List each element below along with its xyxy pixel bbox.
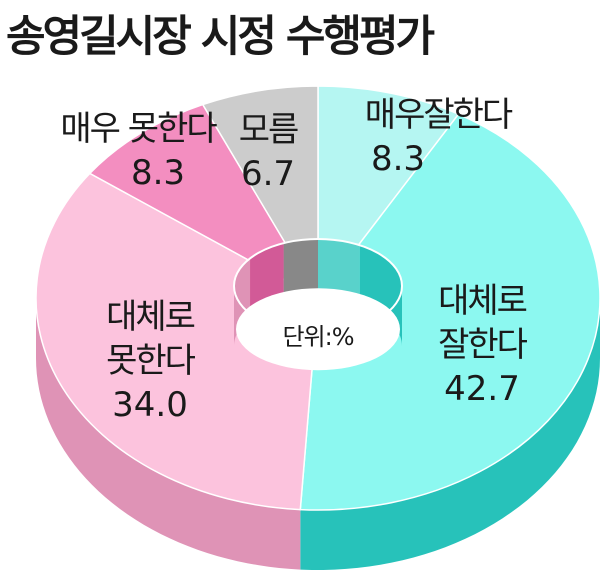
- slice-3: [88, 103, 321, 300]
- hole-rim: [233, 238, 403, 334]
- slice-side-2: [36, 298, 301, 570]
- slice-2: [35, 172, 319, 511]
- slice-label-2-line-1: 못한다: [106, 341, 196, 381]
- unit-label: 단위:%: [282, 323, 353, 351]
- donut-side-wall: [36, 298, 600, 570]
- slice-value-1: 42.7: [444, 369, 520, 409]
- donut-hole: [233, 238, 403, 371]
- hole-wall-4-1: [283, 239, 318, 304]
- slice-label-3: 매우 못한다: [60, 109, 217, 149]
- slice-value-0: 8.3: [371, 139, 425, 179]
- slice-value-2: 34.0: [112, 385, 188, 425]
- hole-floor: [236, 288, 400, 371]
- slice-value-4: 6.7: [241, 154, 295, 194]
- slice-1: [299, 113, 600, 511]
- slice-label-4: 모름: [239, 110, 298, 150]
- slice-label-1-line-0: 대체로: [438, 281, 527, 321]
- slice-label-1-line-1: 잘한다: [438, 325, 528, 365]
- chart-title: 송영길시장 시정 수행평가: [6, 12, 435, 62]
- slice-side-1: [300, 298, 600, 570]
- slice-value-3: 8.3: [131, 153, 185, 193]
- slice-label-2-line-0: 대체로: [106, 297, 195, 337]
- slice-label-0: 매우잘한다: [365, 95, 513, 135]
